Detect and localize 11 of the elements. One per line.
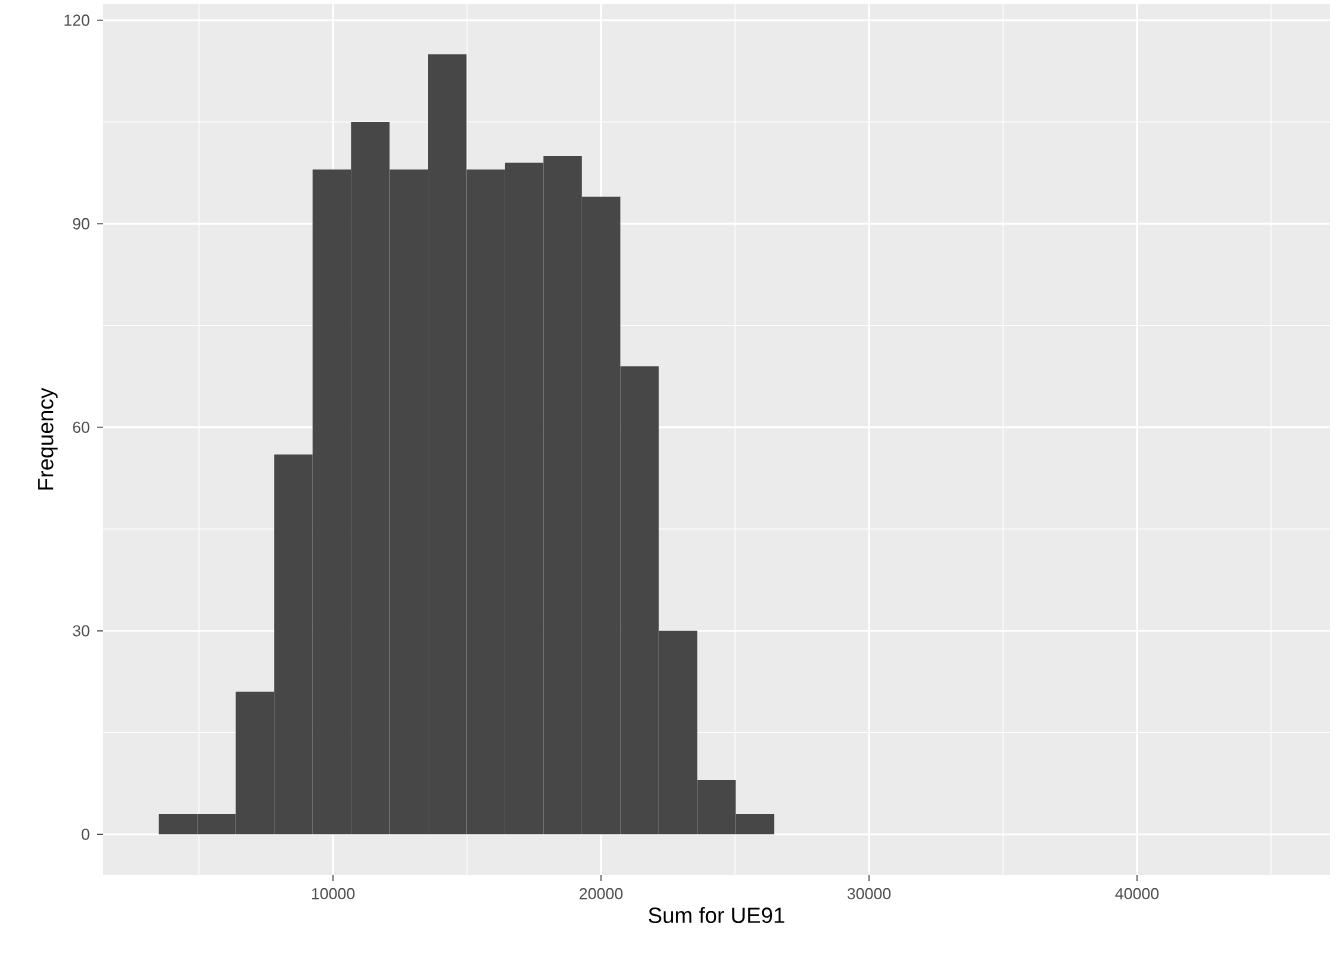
- x-tick-label: 20000: [579, 888, 623, 900]
- x-tick-label: 40000: [1115, 888, 1159, 900]
- x-tick-label: 30000: [847, 888, 891, 900]
- y-tick-label: 30: [72, 625, 90, 637]
- x-tick-label: 10000: [312, 888, 355, 900]
- y-tick-label: 0: [81, 828, 90, 840]
- x-axis-title: Sum for UE91: [648, 907, 785, 924]
- y-tick-label: 60: [73, 421, 90, 433]
- y-tick-label: 120: [64, 14, 90, 26]
- y-axis-title: Frequency: [38, 387, 58, 490]
- y-tick-label: 90: [72, 218, 90, 230]
